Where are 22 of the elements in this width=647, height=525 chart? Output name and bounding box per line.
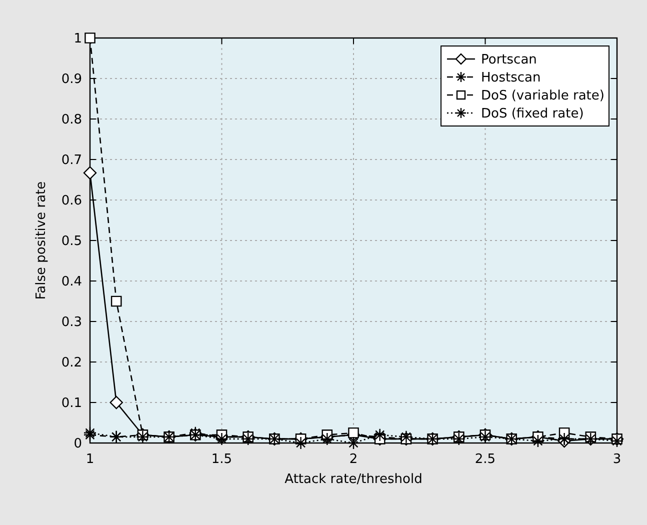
legend-label: DoS (fixed rate) <box>481 106 584 122</box>
y-tick-label: 0.7 <box>61 153 82 168</box>
x-tick-label: 1 <box>86 452 94 467</box>
x-tick-label: 1.5 <box>211 452 232 467</box>
y-tick-label: 0.8 <box>61 112 82 128</box>
legend-label: Hostscan <box>481 70 541 86</box>
y-tick-label: 0 <box>74 436 82 452</box>
y-tick-label: 0.4 <box>61 274 82 290</box>
y-tick-label: 0.1 <box>61 396 82 412</box>
y-tick-label: 1 <box>74 32 82 47</box>
legend-label: DoS (variable rate) <box>481 88 604 104</box>
y-tick-label: 0.2 <box>61 356 82 371</box>
x-tick-label: 2 <box>349 452 358 467</box>
y-tick-label: 0.9 <box>61 72 82 88</box>
y-axis-title: False positive rate <box>34 181 49 300</box>
x-axis-title: Attack rate/threshold <box>284 472 422 487</box>
y-tick-label: 0.6 <box>61 194 82 209</box>
x-tick-label: 3 <box>612 452 622 467</box>
y-tick-label: 0.5 <box>61 234 82 250</box>
x-tick-label: 2.5 <box>474 452 496 467</box>
y-tick-label: 0.3 <box>61 315 82 330</box>
legend-label: Portscan <box>481 52 537 68</box>
